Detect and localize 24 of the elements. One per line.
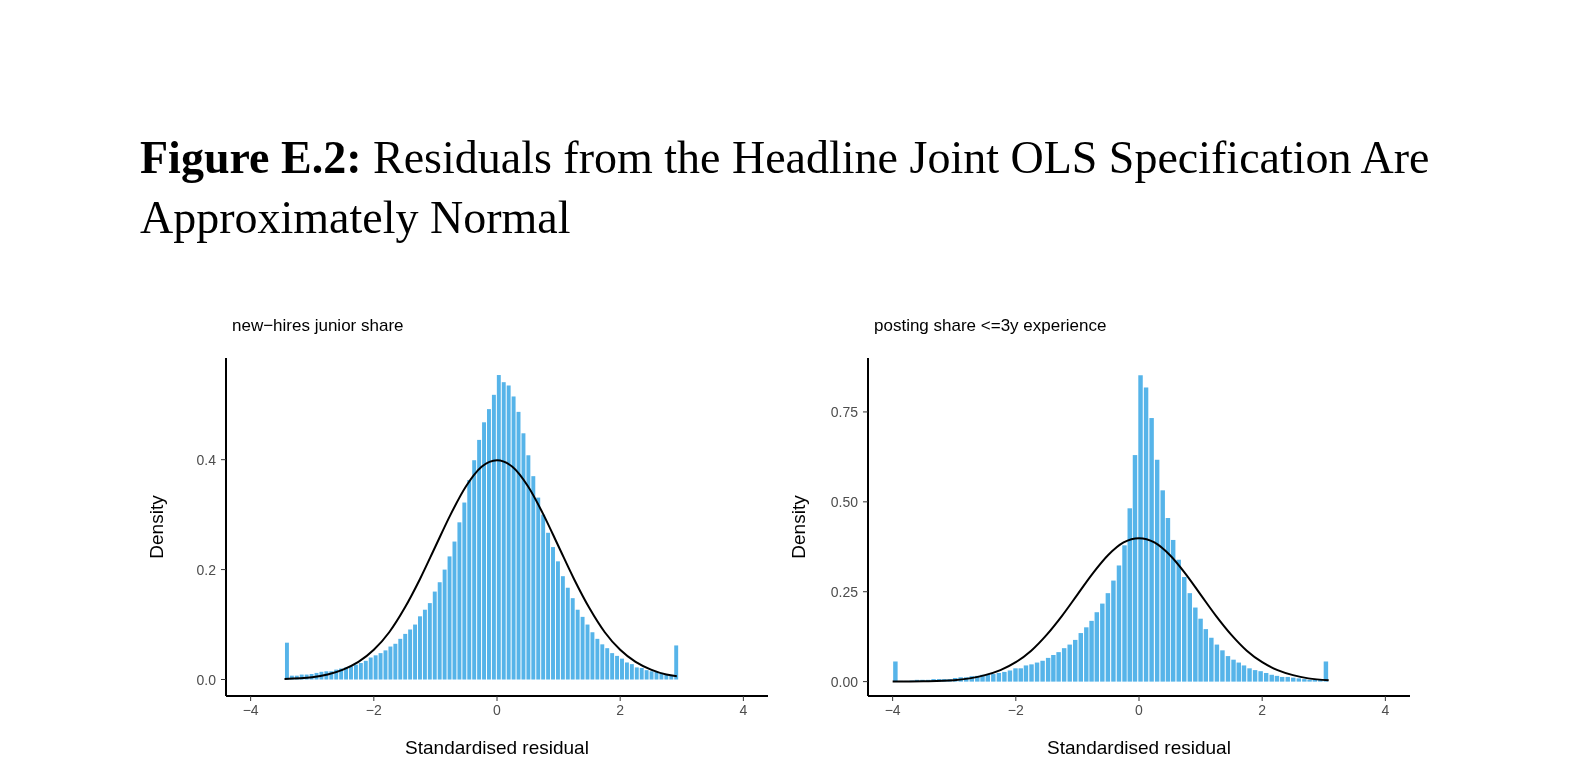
y-axis-title: Density xyxy=(787,494,809,559)
y-tick-label: 0.25 xyxy=(830,583,859,600)
y-tick-label: 0.50 xyxy=(830,493,859,510)
x-tick-label: −4 xyxy=(242,702,259,718)
x-tick-label: −4 xyxy=(884,702,901,718)
chart-title: new−hires junior share xyxy=(232,316,404,336)
x-tick-label: 0 xyxy=(1135,702,1144,718)
x-tick-label: 0 xyxy=(493,702,502,718)
chart-title: posting share <=3y experience xyxy=(874,316,1107,336)
text: Figure E.2: Residuals from the Headline Joint OLS Specification Are Approximately Normal xyxy=(140,131,1431,245)
x-tick-label: 2 xyxy=(616,702,625,718)
y-tick-label: 0.75 xyxy=(830,403,859,420)
y-axis-title: Density xyxy=(145,494,167,559)
x-axis-title: Standardised residual xyxy=(1047,737,1231,758)
x-axis-title: Standardised residual xyxy=(405,737,589,758)
y-tick-label: 0.0 xyxy=(196,671,217,688)
y-tick-label: 0.00 xyxy=(830,673,859,690)
y-tick-label: 0.2 xyxy=(196,561,217,578)
x-tick-label: 4 xyxy=(739,702,748,718)
x-tick-label: 4 xyxy=(1381,702,1390,718)
x-tick-label: 2 xyxy=(1258,702,1267,718)
y-tick-label: 0.4 xyxy=(196,451,217,468)
x-tick-label: −2 xyxy=(365,702,383,718)
x-tick-label: −2 xyxy=(1007,702,1025,718)
